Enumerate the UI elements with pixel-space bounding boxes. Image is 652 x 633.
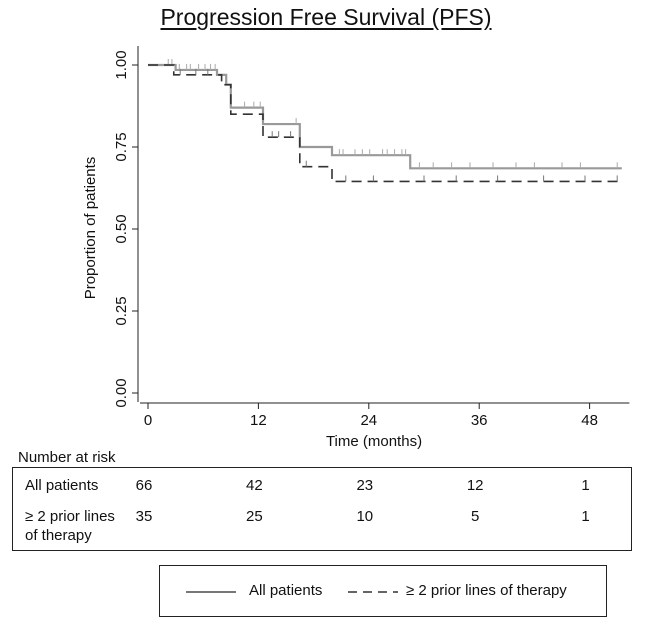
km-plot: 0 12 24 36 48 0.00 0.25 0.50 0.75 1.00 Time (mont… — [82, 46, 630, 450]
y-tick-label: 0.50 — [113, 214, 130, 243]
y-tick-label: 1.00 — [113, 50, 130, 79]
chart-title: Progression Free Survival (PFS) — [160, 4, 492, 30]
y-tick-label: 0.25 — [113, 296, 130, 325]
legend-swatches — [186, 591, 398, 593]
y-tick-label: 0.75 — [113, 132, 130, 161]
x-tick-label: 0 — [144, 412, 152, 429]
x-tick-label: 24 — [360, 412, 377, 429]
risk-count: 25 — [246, 508, 263, 525]
x-tick-label: 48 — [581, 412, 598, 429]
risk-count: 42 — [246, 477, 263, 494]
risk-count: 5 — [471, 508, 480, 525]
risk-count: 1 — [581, 477, 590, 494]
legend: All patients ≥ 2 prior lines of therapy — [159, 565, 607, 617]
x-tick-label: 12 — [250, 412, 267, 429]
risk-table-heading: Number at risk — [18, 449, 116, 466]
x-axis-label: Time (months) — [326, 433, 422, 450]
risk-count: 1 — [581, 508, 590, 525]
legend-label-2prior: ≥ 2 prior lines of therapy — [406, 582, 567, 599]
risk-row-label-all: All patients — [25, 477, 99, 494]
plot-axes: 0 12 24 36 48 0.00 0.25 0.50 0.75 1.00 — [113, 46, 630, 429]
x-tick-label: 36 — [471, 412, 488, 429]
legend-label-all: All patients — [249, 582, 323, 599]
risk-count: 10 — [356, 508, 374, 525]
risk-count: 35 — [135, 508, 153, 525]
y-axis-label: Proportion of patients — [82, 157, 99, 300]
risk-count: 23 — [356, 477, 374, 494]
y-tick-label: 0.00 — [113, 378, 130, 407]
risk-count: 12 — [466, 477, 484, 494]
risk-row-label-2prior-line1: ≥ 2 prior lines — [25, 508, 115, 525]
series-layer — [148, 59, 622, 183]
risk-table: All patients ≥ 2 prior lines of therapy … — [12, 467, 632, 551]
series-line-2prior — [148, 64, 622, 183]
risk-count: 66 — [135, 477, 153, 494]
risk-row-label-2prior-line2: of therapy — [25, 527, 92, 544]
series-line-all-patients — [148, 63, 622, 170]
